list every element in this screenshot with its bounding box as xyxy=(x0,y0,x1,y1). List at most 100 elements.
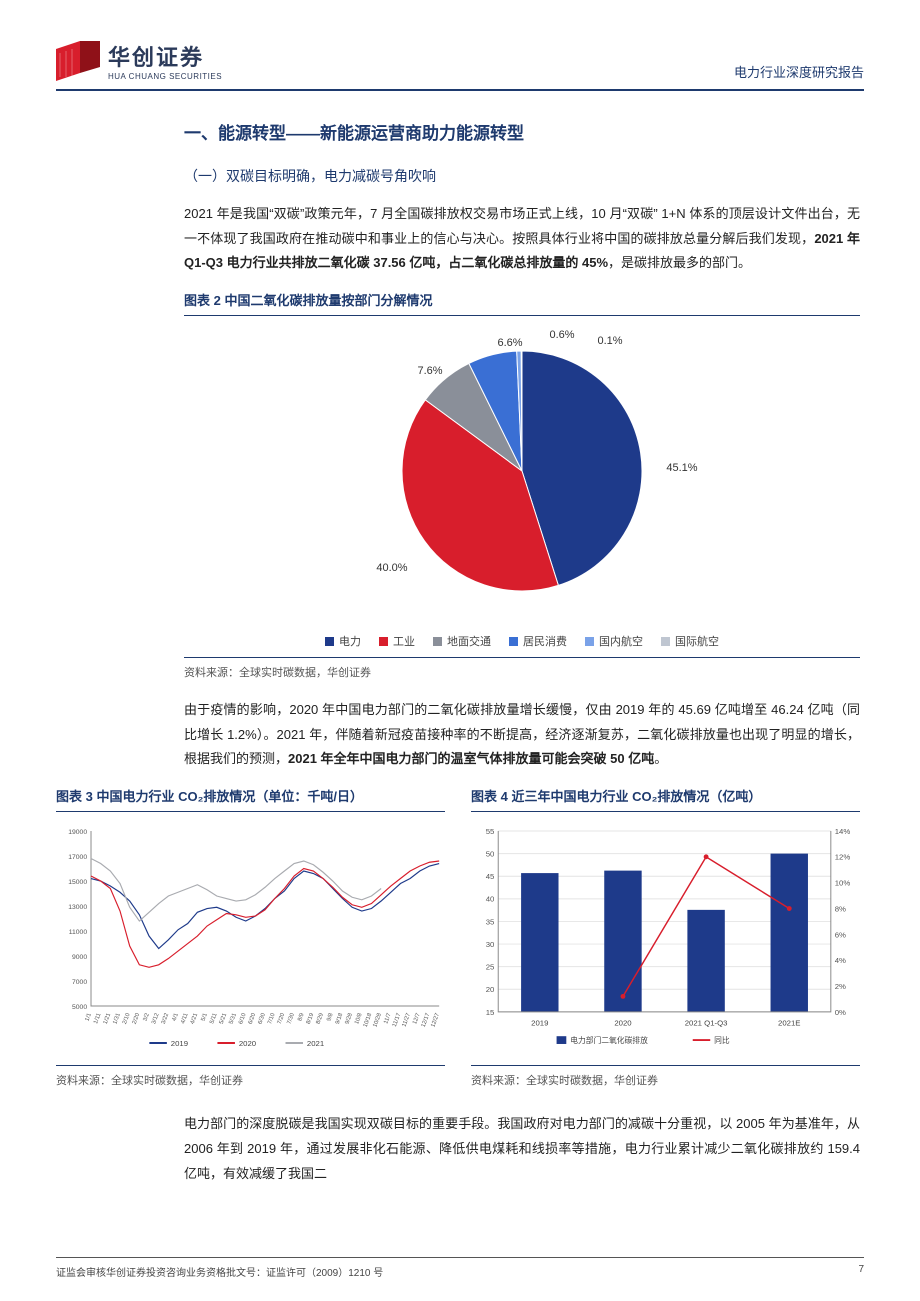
page: 华创证券 HUA CHUANG SECURITIES 电力行业深度研究报告 一、… xyxy=(0,0,920,1301)
svg-text:3/2: 3/2 xyxy=(143,1013,151,1023)
svg-text:2021E: 2021E xyxy=(778,1019,800,1028)
figure-2-title: 图表 2 中国二氧化碳排放量按部门分解情况 xyxy=(184,290,860,316)
section-heading-1: 一、能源转型——新能源运营商助力能源转型 xyxy=(184,119,860,144)
svg-text:11000: 11000 xyxy=(69,929,88,936)
figure-4-source: 资料来源：全球实时碳数据，华创证券 xyxy=(471,1065,860,1088)
svg-text:2019: 2019 xyxy=(531,1019,548,1028)
svg-text:5/21: 5/21 xyxy=(219,1013,229,1026)
svg-text:4/11: 4/11 xyxy=(180,1013,189,1025)
figure-2-chart: 45.1% 40.0% 7.6% 6.6% 0.6% 0.1% 电力工业地面交通居民消费国… xyxy=(184,326,860,649)
svg-text:55: 55 xyxy=(486,827,495,836)
svg-text:14%: 14% xyxy=(835,827,851,836)
company-logo-icon xyxy=(56,41,100,81)
paragraph-1: 2021 年是我国“双碳”政策元年，7 月全国碳排放权交易市场正式上线，10 月… xyxy=(184,202,860,276)
logo-block: 华创证券 HUA CHUANG SECURITIES xyxy=(56,40,222,81)
svg-text:8/19: 8/19 xyxy=(306,1013,316,1026)
svg-text:2/20: 2/20 xyxy=(132,1012,142,1025)
svg-text:10%: 10% xyxy=(835,879,851,888)
svg-text:6%: 6% xyxy=(835,930,846,939)
svg-text:50: 50 xyxy=(486,850,495,859)
svg-text:19000: 19000 xyxy=(68,829,87,836)
company-name-cn: 华创证券 xyxy=(108,40,222,72)
header: 华创证券 HUA CHUANG SECURITIES 电力行业深度研究报告 xyxy=(56,40,864,81)
svg-text:同比: 同比 xyxy=(714,1035,730,1045)
svg-text:2021: 2021 xyxy=(307,1039,324,1048)
svg-text:9/28: 9/28 xyxy=(344,1013,354,1026)
svg-text:1/11: 1/11 xyxy=(93,1013,102,1025)
pie-legend: 电力工业地面交通居民消费国内航空国际航空 xyxy=(184,633,860,649)
svg-text:30: 30 xyxy=(486,940,495,949)
figure-4-column: 图表 4 近三年中国电力行业 CO₂排放情况（亿吨） 1520253035404… xyxy=(471,786,860,1106)
svg-text:6/30: 6/30 xyxy=(257,1012,267,1025)
svg-text:2020: 2020 xyxy=(614,1019,632,1028)
svg-text:12/7: 12/7 xyxy=(412,1013,422,1026)
svg-text:2/10: 2/10 xyxy=(122,1012,132,1025)
footer-license: 证监会审核华创证券投资咨询业务资格批文号：证监许可（2009）1210 号 xyxy=(56,1264,383,1279)
svg-text:3/22: 3/22 xyxy=(161,1013,171,1026)
figure-4-title: 图表 4 近三年中国电力行业 CO₂排放情况（亿吨） xyxy=(471,786,860,812)
svg-text:25: 25 xyxy=(486,963,495,972)
svg-text:13000: 13000 xyxy=(68,904,87,911)
svg-text:5/1: 5/1 xyxy=(201,1013,209,1023)
section-heading-2: （一）双碳目标明确，电力减碳号角吹响 xyxy=(184,166,860,186)
svg-text:7/30: 7/30 xyxy=(286,1012,296,1025)
svg-text:8/9: 8/9 xyxy=(297,1013,305,1023)
svg-text:45: 45 xyxy=(486,872,495,881)
svg-text:0.6%: 0.6% xyxy=(549,329,574,341)
svg-text:6/10: 6/10 xyxy=(238,1012,248,1025)
document-title: 电力行业深度研究报告 xyxy=(734,62,864,81)
paragraph-2: 由于疫情的影响，2020 年中国电力部门的二氧化碳排放量增长缓慢，仅由 2019… xyxy=(184,698,860,772)
svg-text:20: 20 xyxy=(486,985,495,994)
svg-text:7000: 7000 xyxy=(72,979,87,986)
svg-text:10/8: 10/8 xyxy=(354,1013,364,1026)
footer: 证监会审核华创证券投资咨询业务资格批文号：证监许可（2009）1210 号 7 xyxy=(56,1257,864,1279)
svg-text:9/8: 9/8 xyxy=(326,1013,334,1023)
svg-text:17000: 17000 xyxy=(68,854,87,861)
svg-text:2019: 2019 xyxy=(171,1039,188,1048)
svg-text:45.1%: 45.1% xyxy=(666,462,697,474)
svg-text:3/12: 3/12 xyxy=(151,1013,161,1026)
figure-3-source: 资料来源：全球实时碳数据，华创证券 xyxy=(56,1065,445,1088)
content-body: 一、能源转型——新能源运营商助力能源转型 （一）双碳目标明确，电力减碳号角吹响 … xyxy=(56,119,864,1186)
svg-text:9000: 9000 xyxy=(72,954,87,961)
svg-text:11/27: 11/27 xyxy=(402,1013,412,1028)
svg-text:7.6%: 7.6% xyxy=(417,365,442,377)
svg-text:6/20: 6/20 xyxy=(248,1012,258,1025)
two-column-figures: 图表 3 中国电力行业 CO₂排放情况（单位：千吨/日） 5000 7000 900… xyxy=(56,786,860,1106)
svg-text:5000: 5000 xyxy=(72,1004,87,1011)
svg-text:0.1%: 0.1% xyxy=(597,335,622,347)
company-name-en: HUA CHUANG SECURITIES xyxy=(108,72,222,81)
svg-text:40.0%: 40.0% xyxy=(376,562,407,574)
logo-text: 华创证券 HUA CHUANG SECURITIES xyxy=(108,40,222,81)
svg-text:2021 Q1-Q3: 2021 Q1-Q3 xyxy=(685,1019,728,1028)
svg-text:电力部门二氧化碳排放: 电力部门二氧化碳排放 xyxy=(570,1035,648,1045)
svg-text:4/21: 4/21 xyxy=(190,1013,200,1026)
svg-text:1/21: 1/21 xyxy=(103,1013,113,1026)
svg-text:2020: 2020 xyxy=(239,1039,257,1048)
svg-text:11/7: 11/7 xyxy=(383,1013,392,1025)
svg-text:5/31: 5/31 xyxy=(228,1013,238,1026)
pie-chart-svg: 45.1% 40.0% 7.6% 6.6% 0.6% 0.1% xyxy=(262,326,782,616)
svg-text:1/1: 1/1 xyxy=(84,1013,92,1023)
svg-text:5/11: 5/11 xyxy=(209,1013,218,1025)
figure-3-line-chart: 5000 7000 9000 11000 13000 15000 17000 19000 1/1… xyxy=(56,822,445,1052)
svg-text:2%: 2% xyxy=(835,982,846,991)
svg-text:35: 35 xyxy=(486,917,495,926)
svg-text:8/29: 8/29 xyxy=(315,1013,325,1026)
svg-text:12/27: 12/27 xyxy=(430,1013,441,1029)
svg-text:6.6%: 6.6% xyxy=(497,337,522,349)
svg-text:4/1: 4/1 xyxy=(172,1013,180,1023)
svg-text:15000: 15000 xyxy=(68,879,87,886)
page-number: 7 xyxy=(858,1264,864,1279)
svg-text:1/31: 1/31 xyxy=(112,1013,122,1026)
paragraph-3: 电力部门的深度脱碳是我国实现双碳目标的重要手段。我国政府对电力部门的减碳十分重视… xyxy=(184,1112,860,1186)
header-underline xyxy=(56,89,864,91)
svg-text:8%: 8% xyxy=(835,905,846,914)
svg-text:7/10: 7/10 xyxy=(267,1012,277,1025)
svg-text:15: 15 xyxy=(486,1008,495,1017)
figure-2-source: 资料来源：全球实时碳数据，华创证券 xyxy=(184,657,860,680)
figure-3-title: 图表 3 中国电力行业 CO₂排放情况（单位：千吨/日） xyxy=(56,786,445,812)
svg-text:0%: 0% xyxy=(835,1008,846,1017)
svg-text:4%: 4% xyxy=(835,956,846,965)
svg-text:10/28: 10/28 xyxy=(372,1013,383,1029)
